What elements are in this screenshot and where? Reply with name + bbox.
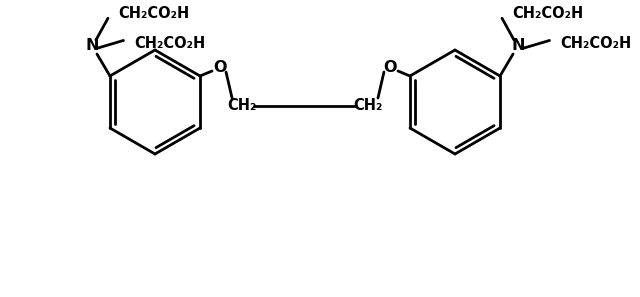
Text: CH₂CO₂H: CH₂CO₂H — [118, 6, 189, 21]
Text: O: O — [213, 61, 227, 75]
Text: O: O — [383, 61, 397, 75]
Text: CH₂: CH₂ — [227, 99, 257, 113]
Text: N: N — [85, 39, 99, 53]
Text: CH₂: CH₂ — [353, 99, 383, 113]
Text: CH₂CO₂H: CH₂CO₂H — [134, 36, 205, 51]
Text: CH₂CO₂H: CH₂CO₂H — [513, 6, 584, 21]
Text: CH₂CO₂H: CH₂CO₂H — [560, 36, 631, 51]
Text: N: N — [511, 39, 525, 53]
